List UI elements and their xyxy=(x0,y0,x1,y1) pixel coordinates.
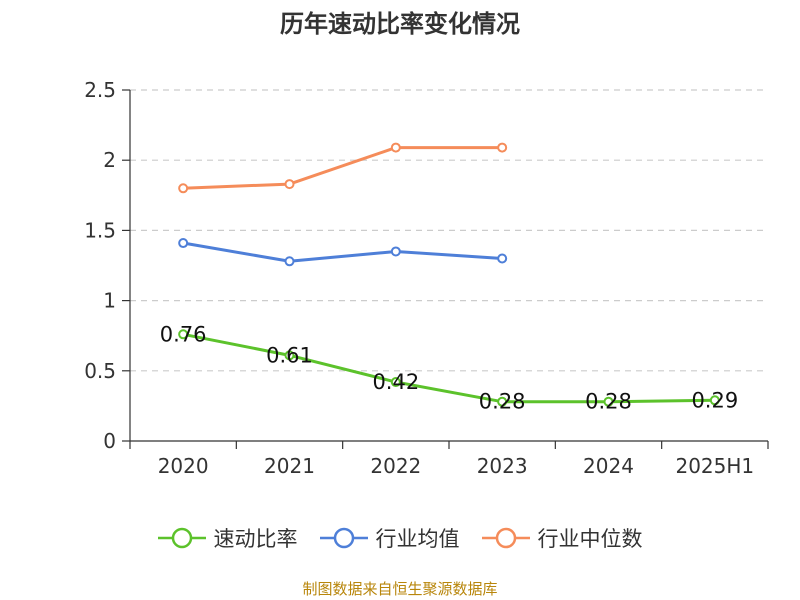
x-tick-label: 2021 xyxy=(264,454,315,478)
legend-label: 速动比率 xyxy=(213,527,298,551)
legend-item[interactable]: 行业中位数 xyxy=(481,523,643,553)
data-label: 0.76 xyxy=(160,322,207,346)
data-point xyxy=(178,238,189,249)
data-point xyxy=(497,396,508,407)
data-label: 0.28 xyxy=(479,390,526,414)
data-point xyxy=(390,142,401,153)
data-label: 0.61 xyxy=(266,343,313,367)
y-tick-label: 1.5 xyxy=(84,218,116,242)
y-tick-label: 0.5 xyxy=(84,359,116,383)
data-point xyxy=(284,256,295,267)
data-point xyxy=(178,183,189,194)
data-point xyxy=(284,350,295,361)
series-line xyxy=(182,332,715,404)
data-point xyxy=(709,395,720,406)
x-tick-label: 2023 xyxy=(477,454,528,478)
y-tick-label: 2.5 xyxy=(84,78,116,102)
legend-marker-icon xyxy=(481,527,530,549)
data-point xyxy=(390,246,401,257)
chart-title: 历年速动比率变化情况 xyxy=(280,10,520,38)
legend-circle xyxy=(171,527,192,549)
source-note: 制图数据来自恒生聚源数据库 xyxy=(302,580,498,598)
data-label: 0.28 xyxy=(585,390,632,414)
legend-item[interactable]: 行业均值 xyxy=(319,523,460,553)
data-point xyxy=(497,253,508,264)
legend-label: 行业中位数 xyxy=(537,527,643,551)
data-point xyxy=(178,329,189,340)
data-point xyxy=(284,179,295,190)
legend-marker-icon xyxy=(319,527,368,549)
legend-marker-icon xyxy=(157,527,206,549)
x-tick-label: 2025H1 xyxy=(675,454,754,478)
y-tick-label: 2 xyxy=(103,148,116,172)
x-tick-label: 2022 xyxy=(370,454,421,478)
data-label: 0.29 xyxy=(691,388,738,412)
grid-lines xyxy=(130,89,768,372)
axes: 0 0.5 1 1.5 2 2.5 2020 2021 2022 2023 2024 2025H1 xyxy=(84,78,769,478)
data-point xyxy=(390,377,401,388)
data-labels: 0.76 0.61 0.42 0.28 0.28 0.29 xyxy=(160,322,738,413)
series-line xyxy=(183,146,503,190)
series-lines xyxy=(178,142,720,407)
legend-circle xyxy=(495,527,516,549)
legend-circle xyxy=(333,527,354,549)
legend-label: 行业均值 xyxy=(375,527,460,551)
data-point xyxy=(497,142,508,153)
legend: 速动比率 行业均值 行业中位数 xyxy=(0,520,800,556)
data-point xyxy=(603,396,614,407)
data-label: 0.42 xyxy=(372,370,419,394)
legend-item[interactable]: 速动比率 xyxy=(157,523,298,553)
x-tick-label: 2024 xyxy=(583,454,634,478)
x-tick-label: 2020 xyxy=(158,454,209,478)
y-tick-label: 1 xyxy=(103,289,116,313)
series-line xyxy=(182,241,503,263)
y-tick-label: 0 xyxy=(103,429,116,453)
